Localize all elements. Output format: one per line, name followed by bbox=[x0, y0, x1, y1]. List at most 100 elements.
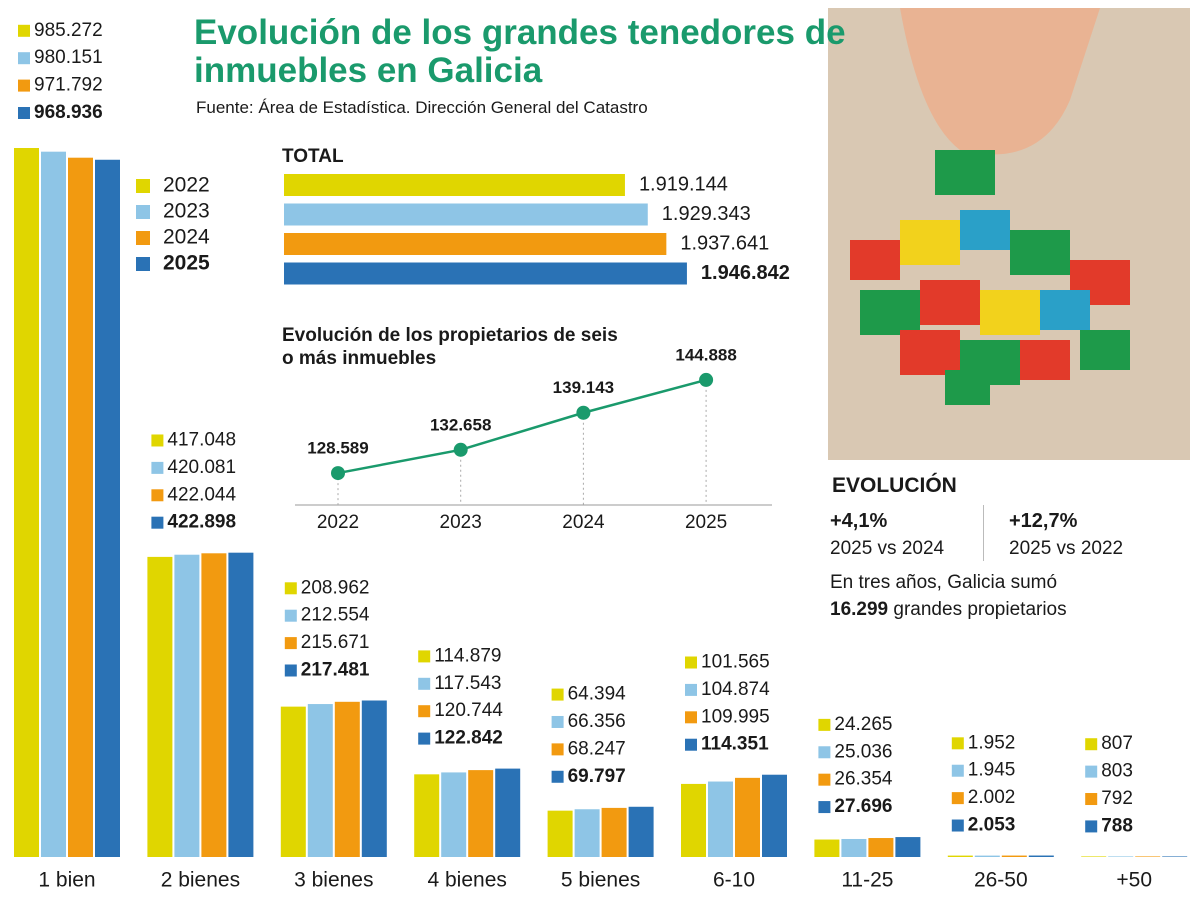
x-tick-label: 5 bienes bbox=[561, 869, 640, 892]
evolution-value: +4,1% bbox=[830, 510, 888, 532]
value-label: 2.002 bbox=[968, 787, 1016, 808]
value-label: 208.962 bbox=[301, 577, 370, 598]
label-swatch bbox=[818, 718, 831, 731]
value-label: 422.898 bbox=[167, 512, 236, 533]
bar bbox=[762, 774, 787, 857]
value-label: 128.589 bbox=[307, 439, 368, 458]
value-label: 792 bbox=[1101, 788, 1133, 809]
value-label: 1.952 bbox=[968, 732, 1016, 753]
label-swatch bbox=[685, 656, 697, 669]
value-label: 1.919.144 bbox=[639, 173, 728, 195]
bar bbox=[414, 774, 440, 857]
bar bbox=[284, 262, 687, 285]
bar bbox=[307, 704, 333, 857]
value-label: 788 bbox=[1101, 815, 1133, 836]
label-swatch bbox=[1085, 738, 1098, 751]
bar bbox=[947, 855, 973, 857]
label-swatch bbox=[551, 770, 564, 783]
x-tick-label: 4 bienes bbox=[427, 869, 506, 892]
label-swatch bbox=[18, 52, 30, 65]
bar bbox=[68, 157, 93, 857]
bar bbox=[574, 809, 600, 857]
bar bbox=[174, 554, 200, 857]
title: Evolución de los grandes tenedores de in… bbox=[194, 13, 846, 90]
label-swatch bbox=[151, 461, 164, 474]
x-tick-label: 2025 bbox=[685, 512, 727, 533]
point bbox=[331, 466, 345, 481]
bar bbox=[601, 807, 627, 857]
value-label: 69.797 bbox=[568, 766, 626, 787]
label-swatch bbox=[818, 773, 831, 786]
value-label: 24.265 bbox=[834, 714, 892, 735]
note-end: grandes propietarios bbox=[893, 599, 1067, 620]
bar bbox=[814, 839, 840, 857]
evolution-label: 2025 vs 2024 bbox=[830, 538, 945, 559]
bar bbox=[1135, 856, 1161, 857]
bar bbox=[14, 148, 39, 857]
bar bbox=[868, 838, 894, 857]
label-swatch bbox=[418, 650, 431, 663]
value-label: 26.354 bbox=[834, 769, 893, 790]
bar bbox=[468, 770, 494, 857]
x-tick-label: 2023 bbox=[440, 512, 482, 533]
label-swatch bbox=[151, 489, 164, 502]
bar bbox=[1162, 856, 1188, 857]
bar bbox=[841, 838, 867, 857]
value-label: 420.081 bbox=[167, 457, 236, 478]
note-number: 16.299 bbox=[830, 599, 889, 620]
label-swatch bbox=[18, 24, 30, 37]
point bbox=[699, 372, 714, 387]
label-swatch bbox=[685, 738, 697, 751]
x-tick-label: 6-10 bbox=[713, 869, 755, 892]
legend-label: 2022 bbox=[163, 174, 210, 197]
label-swatch bbox=[18, 79, 30, 92]
divider bbox=[983, 505, 984, 561]
value-label: 139.143 bbox=[553, 378, 614, 397]
x-tick-label: 1 bien bbox=[38, 869, 95, 892]
evolution-value: +12,7% bbox=[1009, 510, 1078, 532]
label-swatch bbox=[951, 819, 964, 832]
bar bbox=[201, 553, 227, 857]
label-swatch bbox=[151, 434, 164, 447]
bar bbox=[1081, 856, 1107, 857]
x-tick-label: 11-25 bbox=[841, 869, 893, 892]
label-swatch bbox=[418, 732, 431, 745]
note: En tres años, Galicia sumó bbox=[830, 572, 1058, 593]
value-label: 215.671 bbox=[301, 632, 370, 653]
legend-label: 2025 bbox=[163, 252, 210, 275]
point bbox=[576, 405, 591, 420]
source: Fuente: Área de Estadística. Dirección G… bbox=[196, 98, 648, 117]
bar bbox=[441, 772, 467, 857]
x-tick-label: 26-50 bbox=[974, 869, 1028, 892]
value-label: 117.543 bbox=[434, 673, 501, 694]
evolution-title: EVOLUCIÓN bbox=[832, 474, 957, 497]
x-tick-label: +50 bbox=[1116, 869, 1152, 892]
bar bbox=[735, 777, 760, 857]
label-swatch bbox=[685, 711, 697, 724]
bar bbox=[284, 233, 667, 255]
label-swatch bbox=[951, 737, 964, 750]
evolution-label: 2025 vs 2022 bbox=[1009, 538, 1124, 559]
value-label: 980.151 bbox=[34, 47, 103, 68]
value-label: 144.888 bbox=[675, 345, 736, 364]
value-label: 122.842 bbox=[434, 728, 503, 749]
value-label: 803 bbox=[1101, 761, 1133, 782]
label-swatch bbox=[284, 609, 297, 622]
value-label: 27.696 bbox=[834, 796, 892, 817]
bar bbox=[708, 781, 733, 857]
bar bbox=[280, 706, 306, 857]
value-label: 417.048 bbox=[167, 429, 236, 450]
label-swatch bbox=[418, 677, 431, 690]
legend-swatch bbox=[136, 231, 150, 245]
label-swatch bbox=[951, 764, 964, 777]
legend-swatch bbox=[136, 179, 150, 193]
value-label: 1.945 bbox=[968, 760, 1016, 781]
x-tick-label: 3 bienes bbox=[294, 869, 373, 892]
bar bbox=[334, 701, 360, 857]
value-label: 985.272 bbox=[34, 20, 103, 41]
label-swatch bbox=[18, 107, 30, 119]
value-label: 109.995 bbox=[701, 706, 770, 727]
x-tick-label: 2024 bbox=[562, 512, 605, 533]
